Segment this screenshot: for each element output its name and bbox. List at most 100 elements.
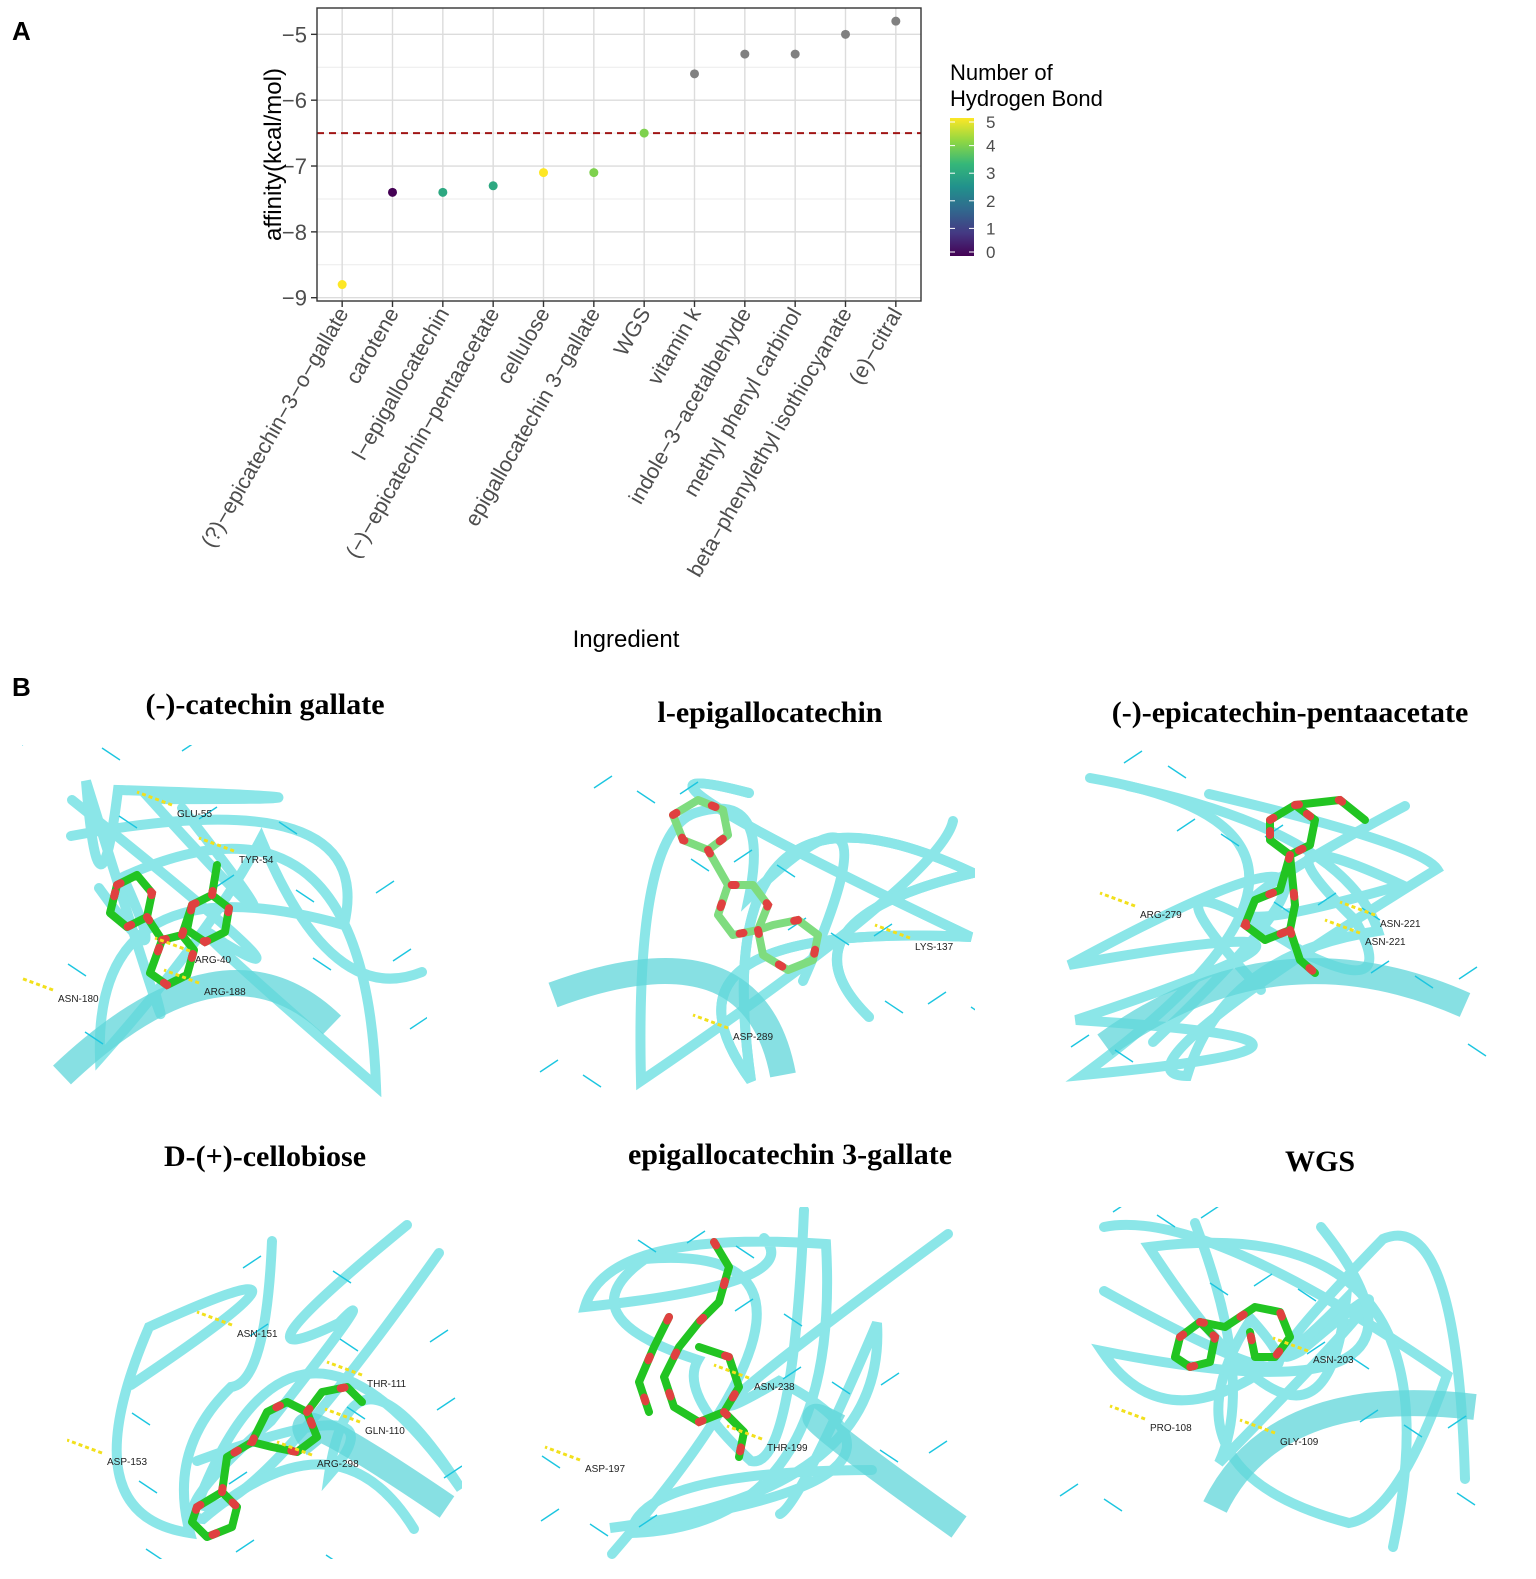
residue-stick [539,1059,559,1073]
residue-stick [638,1514,658,1528]
protein-helix [292,1412,455,1518]
protein-ribbon [1065,773,1444,1082]
data-point [790,49,800,59]
plot-background [317,8,921,301]
residue-stick [375,880,395,894]
residue-sticks [539,775,975,1088]
residue-stick [637,1239,657,1253]
residue-stick [1176,818,1196,832]
hydrogen-bond [22,976,54,992]
hydrogen-bond [726,1424,763,1441]
y-tick-label: −7 [282,154,307,179]
residue-stick [198,806,218,820]
residue-stick [734,1298,754,1312]
residue-label: ASN-221 [1365,937,1406,948]
data-point [488,181,498,191]
residue-stick [1200,1207,1219,1219]
residue-stick [540,1508,560,1522]
ribbon-strand [607,1207,809,1559]
ligand-oxygens [634,1238,749,1461]
residue-stick [1359,1409,1379,1423]
residue-sticks [540,1230,948,1537]
residue-label: ASN-238 [754,1382,795,1393]
protein-ligand-render: ASN-238 THR-199 ASP-197 [539,1207,975,1559]
residue-stick [312,957,332,971]
residue-stick [346,1406,366,1420]
residue-stick [1253,1273,1273,1287]
legend-tick-label: 0 [986,243,995,262]
residue-stick [1123,750,1143,764]
docking-image-3: ARG-279 ASN-221 ASN-221 [1055,745,1496,1097]
residue-stick [879,1449,899,1463]
legend-tick-label: 3 [986,164,995,183]
hydrogen-bond [692,1013,729,1030]
ligand-oxygens [1170,1302,1295,1372]
hydrogen-bond [198,836,235,853]
residue-label: ASP-289 [733,1032,773,1043]
residue-stick [118,815,138,829]
residue-stick [181,745,193,752]
ribbon-strand [1065,773,1291,1082]
y-tick-label: −6 [282,88,307,113]
ligand-oxygens [105,861,234,990]
ribbon-strand [67,795,382,1097]
residue-label: THR-199 [767,1443,808,1454]
residue-stick [67,963,87,977]
residue-stick [1273,901,1293,915]
residue-label: GLU-55 [177,809,212,820]
residue-stick [325,1554,334,1559]
legend-tick-label: 4 [986,137,995,156]
hydrogen-bond [713,1363,750,1380]
residue-stick [636,790,656,804]
hydrogen-bond [1099,891,1136,908]
residue-label: THR-111 [367,1379,407,1390]
protein-helix [1097,958,1471,1056]
residue-label: PRO-108 [1150,1423,1192,1434]
residue-stick [1114,1049,1134,1063]
residue-stick [884,1000,904,1014]
residue-stick [1456,1492,1476,1506]
residue-stick [1458,966,1478,980]
residue-stick [443,1465,462,1479]
residue-stick [1297,1288,1317,1302]
residue-stick [1059,1483,1079,1497]
molecule-title-4: D-(+)-cellobiose [163,1140,367,1173]
data-point [740,49,750,59]
hydrogen-bond [154,936,191,953]
hydrogen-bond [1339,900,1376,917]
hydrogen-bond [276,1440,313,1457]
protein-ligand-render: ASN-151 THR-111 GLN-110 ASP-153 ARG-298 [67,1207,462,1559]
molecule-title-5: epigallocatechin 3-gallate [627,1138,953,1171]
legend-title-line2: Hydrogen Bond [950,86,1103,111]
residue-stick [242,1255,262,1269]
residue-stick [1209,1282,1229,1296]
residue-label: GLN-110 [365,1426,405,1437]
residue-stick [1167,765,1187,779]
molecule-title-6: WGS [1284,1145,1356,1178]
residue-stick [679,781,699,795]
data-point [438,187,448,197]
residue-stick [733,849,753,863]
residue-stick [927,991,947,1005]
hydrogen-bond [324,1407,361,1424]
protein-ligand-render: ARG-279 ASN-221 ASN-221 [1055,745,1496,1097]
protein-helix [53,970,342,1085]
data-point [690,69,699,79]
ribbon-strand [81,779,284,1019]
hydrogen-bond [163,968,200,985]
hydrogen-bond [1239,1418,1276,1435]
protein-ligand-render: LYS-137 ASP-289 [533,745,975,1097]
residue-stick [1370,960,1390,974]
legend-title-line1: Number of [950,60,1054,85]
protein-helix [548,958,796,1078]
residue-label: ASP-197 [585,1464,625,1475]
ligand-structure [188,1383,366,1541]
residue-stick [339,1338,359,1352]
hydrogen-bond [874,923,911,940]
residue-stick [429,1329,449,1343]
residue-stick [830,932,850,946]
residue-sticks [131,1255,462,1559]
residue-stick [131,1412,151,1426]
residue-stick [295,889,315,903]
